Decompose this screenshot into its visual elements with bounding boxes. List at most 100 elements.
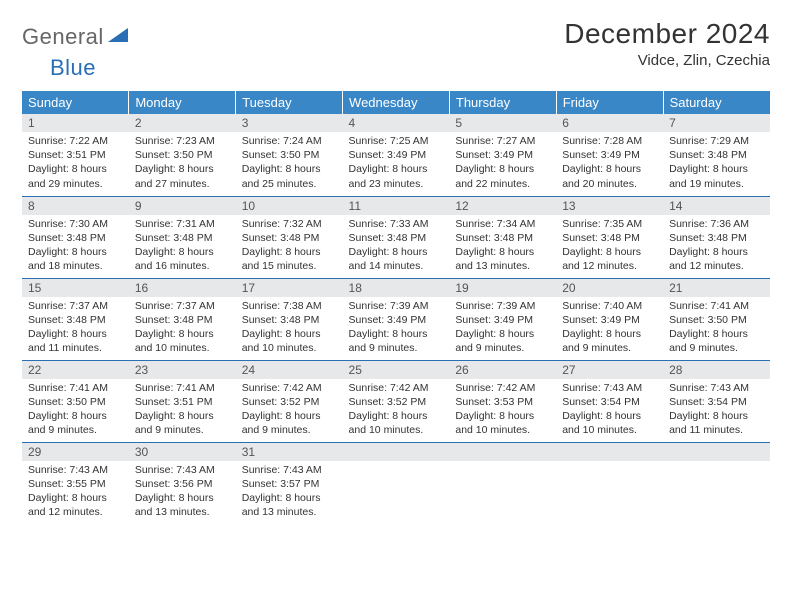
sunrise-line: Sunrise: 7:22 AM — [28, 134, 123, 148]
calendar-cell: 13Sunrise: 7:35 AMSunset: 3:48 PMDayligh… — [556, 196, 663, 278]
day-number: 12 — [449, 197, 556, 215]
day-details: Sunrise: 7:40 AMSunset: 3:49 PMDaylight:… — [556, 297, 663, 360]
weekday-header: Sunday — [22, 91, 129, 114]
sunset-line: Sunset: 3:49 PM — [562, 313, 657, 327]
sunset-line: Sunset: 3:48 PM — [135, 313, 230, 327]
day-details: Sunrise: 7:28 AMSunset: 3:49 PMDaylight:… — [556, 132, 663, 195]
calendar-row: 8Sunrise: 7:30 AMSunset: 3:48 PMDaylight… — [22, 196, 770, 278]
day-details: Sunrise: 7:39 AMSunset: 3:49 PMDaylight:… — [449, 297, 556, 360]
day-details: Sunrise: 7:43 AMSunset: 3:54 PMDaylight:… — [556, 379, 663, 442]
day-details: Sunrise: 7:41 AMSunset: 3:50 PMDaylight:… — [22, 379, 129, 442]
daylight-line: Daylight: 8 hours and 13 minutes. — [455, 245, 550, 273]
sunrise-line: Sunrise: 7:42 AM — [349, 381, 444, 395]
day-number: 22 — [22, 361, 129, 379]
calendar-cell: 12Sunrise: 7:34 AMSunset: 3:48 PMDayligh… — [449, 196, 556, 278]
sunset-line: Sunset: 3:48 PM — [669, 148, 764, 162]
sunrise-line: Sunrise: 7:35 AM — [562, 217, 657, 231]
day-number: 26 — [449, 361, 556, 379]
sunrise-line: Sunrise: 7:43 AM — [135, 463, 230, 477]
weekday-header: Saturday — [663, 91, 770, 114]
calendar-cell: 20Sunrise: 7:40 AMSunset: 3:49 PMDayligh… — [556, 278, 663, 360]
sunrise-line: Sunrise: 7:42 AM — [242, 381, 337, 395]
day-number: 13 — [556, 197, 663, 215]
calendar-cell: 31Sunrise: 7:43 AMSunset: 3:57 PMDayligh… — [236, 442, 343, 524]
day-details: Sunrise: 7:34 AMSunset: 3:48 PMDaylight:… — [449, 215, 556, 278]
sunset-line: Sunset: 3:48 PM — [669, 231, 764, 245]
calendar-cell: 14Sunrise: 7:36 AMSunset: 3:48 PMDayligh… — [663, 196, 770, 278]
daylight-line: Daylight: 8 hours and 10 minutes. — [135, 327, 230, 355]
calendar-cell: 2Sunrise: 7:23 AMSunset: 3:50 PMDaylight… — [129, 114, 236, 196]
sunrise-line: Sunrise: 7:34 AM — [455, 217, 550, 231]
day-details: Sunrise: 7:37 AMSunset: 3:48 PMDaylight:… — [129, 297, 236, 360]
sunset-line: Sunset: 3:48 PM — [28, 313, 123, 327]
daylight-line: Daylight: 8 hours and 14 minutes. — [349, 245, 444, 273]
brand-part1: General — [22, 24, 104, 50]
sunset-line: Sunset: 3:48 PM — [455, 231, 550, 245]
daylight-line: Daylight: 8 hours and 12 minutes. — [28, 491, 123, 519]
sunset-line: Sunset: 3:53 PM — [455, 395, 550, 409]
calendar-cell: 10Sunrise: 7:32 AMSunset: 3:48 PMDayligh… — [236, 196, 343, 278]
daylight-line: Daylight: 8 hours and 13 minutes. — [135, 491, 230, 519]
day-details: Sunrise: 7:31 AMSunset: 3:48 PMDaylight:… — [129, 215, 236, 278]
calendar-row: 1Sunrise: 7:22 AMSunset: 3:51 PMDaylight… — [22, 114, 770, 196]
calendar-cell: 7Sunrise: 7:29 AMSunset: 3:48 PMDaylight… — [663, 114, 770, 196]
daylight-line: Daylight: 8 hours and 11 minutes. — [28, 327, 123, 355]
day-details: Sunrise: 7:38 AMSunset: 3:48 PMDaylight:… — [236, 297, 343, 360]
sunset-line: Sunset: 3:50 PM — [135, 148, 230, 162]
calendar-cell: 17Sunrise: 7:38 AMSunset: 3:48 PMDayligh… — [236, 278, 343, 360]
day-number: 7 — [663, 114, 770, 132]
day-number-empty — [449, 443, 556, 461]
daylight-line: Daylight: 8 hours and 20 minutes. — [562, 162, 657, 190]
sunrise-line: Sunrise: 7:43 AM — [562, 381, 657, 395]
calendar-row: 15Sunrise: 7:37 AMSunset: 3:48 PMDayligh… — [22, 278, 770, 360]
sunrise-line: Sunrise: 7:38 AM — [242, 299, 337, 313]
day-number: 16 — [129, 279, 236, 297]
day-number: 20 — [556, 279, 663, 297]
day-details: Sunrise: 7:22 AMSunset: 3:51 PMDaylight:… — [22, 132, 129, 195]
calendar-cell: 28Sunrise: 7:43 AMSunset: 3:54 PMDayligh… — [663, 360, 770, 442]
calendar-cell: 16Sunrise: 7:37 AMSunset: 3:48 PMDayligh… — [129, 278, 236, 360]
sunset-line: Sunset: 3:52 PM — [349, 395, 444, 409]
weekday-header: Monday — [129, 91, 236, 114]
day-details: Sunrise: 7:23 AMSunset: 3:50 PMDaylight:… — [129, 132, 236, 195]
sunset-line: Sunset: 3:48 PM — [242, 313, 337, 327]
calendar-cell: 18Sunrise: 7:39 AMSunset: 3:49 PMDayligh… — [343, 278, 450, 360]
weekday-header-row: Sunday Monday Tuesday Wednesday Thursday… — [22, 91, 770, 114]
daylight-line: Daylight: 8 hours and 9 minutes. — [242, 409, 337, 437]
sunrise-line: Sunrise: 7:43 AM — [669, 381, 764, 395]
day-details: Sunrise: 7:43 AMSunset: 3:54 PMDaylight:… — [663, 379, 770, 442]
day-number-empty — [663, 443, 770, 461]
calendar-cell: 27Sunrise: 7:43 AMSunset: 3:54 PMDayligh… — [556, 360, 663, 442]
sunrise-line: Sunrise: 7:23 AM — [135, 134, 230, 148]
daylight-line: Daylight: 8 hours and 12 minutes. — [669, 245, 764, 273]
weekday-header: Thursday — [449, 91, 556, 114]
daylight-line: Daylight: 8 hours and 9 minutes. — [455, 327, 550, 355]
sunrise-line: Sunrise: 7:37 AM — [135, 299, 230, 313]
brand-logo: General — [22, 18, 130, 50]
day-number: 23 — [129, 361, 236, 379]
sunset-line: Sunset: 3:50 PM — [669, 313, 764, 327]
daylight-line: Daylight: 8 hours and 19 minutes. — [669, 162, 764, 190]
day-number: 21 — [663, 279, 770, 297]
daylight-line: Daylight: 8 hours and 10 minutes. — [349, 409, 444, 437]
calendar-cell: 25Sunrise: 7:42 AMSunset: 3:52 PMDayligh… — [343, 360, 450, 442]
daylight-line: Daylight: 8 hours and 25 minutes. — [242, 162, 337, 190]
day-details: Sunrise: 7:36 AMSunset: 3:48 PMDaylight:… — [663, 215, 770, 278]
calendar-cell: 6Sunrise: 7:28 AMSunset: 3:49 PMDaylight… — [556, 114, 663, 196]
sunset-line: Sunset: 3:48 PM — [349, 231, 444, 245]
weekday-header: Wednesday — [343, 91, 450, 114]
sunset-line: Sunset: 3:51 PM — [135, 395, 230, 409]
sunrise-line: Sunrise: 7:43 AM — [242, 463, 337, 477]
brand-part2: Blue — [50, 55, 96, 80]
day-number: 30 — [129, 443, 236, 461]
calendar-cell: 1Sunrise: 7:22 AMSunset: 3:51 PMDaylight… — [22, 114, 129, 196]
day-number: 14 — [663, 197, 770, 215]
day-number: 28 — [663, 361, 770, 379]
weekday-header: Friday — [556, 91, 663, 114]
day-number: 18 — [343, 279, 450, 297]
day-details: Sunrise: 7:43 AMSunset: 3:57 PMDaylight:… — [236, 461, 343, 524]
sunrise-line: Sunrise: 7:39 AM — [455, 299, 550, 313]
day-number: 29 — [22, 443, 129, 461]
sunset-line: Sunset: 3:56 PM — [135, 477, 230, 491]
sunset-line: Sunset: 3:50 PM — [242, 148, 337, 162]
